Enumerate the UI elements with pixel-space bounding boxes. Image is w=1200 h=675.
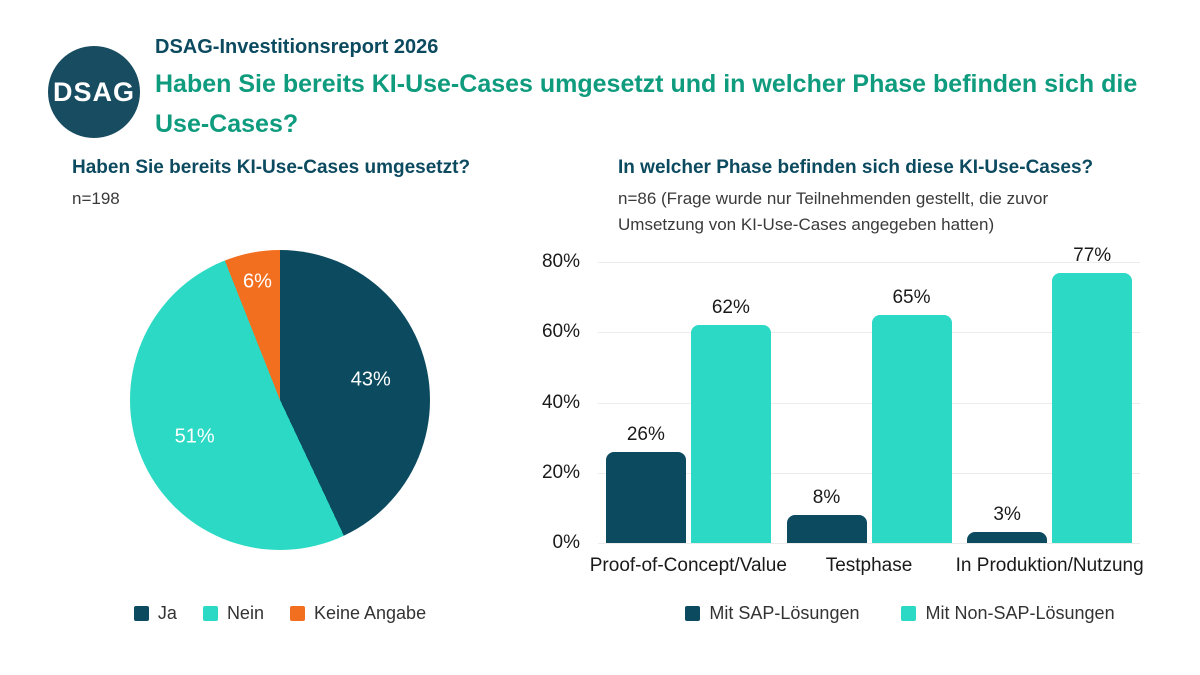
page-title: Haben Sie bereits KI-Use-Cases umgesetzt…: [155, 70, 1138, 138]
legend-label: Mit SAP-Lösungen: [709, 603, 860, 623]
bar: [871, 314, 952, 543]
legend-item: Nein: [202, 603, 264, 624]
bar-chart: 0% 20% 40% 60% 80% 26% 62% Proof-of-Concept/Val…: [542, 245, 1144, 576]
bar: [690, 325, 771, 543]
category-label: Testphase: [825, 555, 913, 576]
bar: [967, 532, 1048, 543]
category-label: In Produktion/Nutzung: [955, 555, 1144, 576]
legend-item: Keine Angabe: [289, 603, 427, 624]
legend-swatch: [133, 606, 149, 621]
gridline: [598, 543, 1140, 544]
bar-value-label: 8%: [812, 486, 841, 508]
legend-item: Ja: [133, 603, 177, 624]
bar-plot: 0% 20% 40% 60% 80% 26% 62% Proof-of-Concept/Val…: [542, 245, 1144, 576]
bar-chart-sample: n=86 (Frage wurde nur Teilnehmenden gest…: [618, 189, 1049, 234]
legend-label: Mit Non-SAP-Lösungen: [925, 603, 1115, 623]
gridline: [598, 262, 1140, 263]
pie-chart: 43% 51% 6%: [130, 250, 430, 550]
bar-value-label: 77%: [1073, 244, 1112, 266]
legend-label: Ja: [157, 603, 177, 623]
bar-value-label: 26%: [626, 423, 665, 445]
bar-value-label: 65%: [892, 286, 931, 308]
legend-swatch: [289, 606, 305, 621]
gridline: [598, 402, 1140, 404]
gridline: [598, 332, 1140, 334]
bar-chart-title: In welcher Phase befinden sich diese KI-…: [618, 157, 1094, 178]
pie-slice-label: 6%: [243, 270, 272, 293]
pie-legend: Ja Nein Keine Angabe: [55, 603, 505, 624]
legend-item: Mit Non-SAP-Lösungen: [901, 603, 1115, 624]
dsag-logo: DSAG: [48, 46, 140, 138]
bar-legend: Mit SAP-Lösungen Mit Non-SAP-Lösungen: [625, 603, 1175, 624]
category-label: Proof-of-Concept/Value: [589, 555, 787, 576]
dsag-logo-text: DSAG: [52, 76, 135, 107]
y-tick-label: 20%: [541, 461, 580, 483]
report-title: DSAG-Investitionsreport 2026: [155, 36, 439, 58]
pie-slice-label: 51%: [174, 425, 215, 448]
legend-label: Nein: [226, 603, 264, 623]
bar: [1052, 272, 1133, 543]
legend-item: Mit SAP-Lösungen: [685, 603, 859, 624]
legend-swatch: [901, 606, 917, 621]
legend-swatch: [685, 606, 701, 621]
bar-value-label: 3%: [993, 504, 1021, 526]
legend-label: Keine Angabe: [313, 603, 427, 623]
pie-chart-title: Haben Sie bereits KI-Use-Cases umgesetzt…: [72, 157, 471, 178]
y-tick-label: 60%: [541, 321, 580, 343]
gridline: [598, 472, 1140, 474]
y-tick-label: 40%: [541, 391, 580, 413]
bar-value-label: 62%: [711, 297, 750, 319]
legend-swatch: [202, 606, 218, 621]
pie-slice-label: 43%: [350, 368, 391, 391]
bar: [786, 514, 867, 543]
pie-chart-sample: n=198: [72, 189, 120, 208]
bar: [605, 451, 686, 543]
y-tick-label: 80%: [541, 251, 580, 272]
y-tick-label: 0%: [552, 532, 580, 553]
